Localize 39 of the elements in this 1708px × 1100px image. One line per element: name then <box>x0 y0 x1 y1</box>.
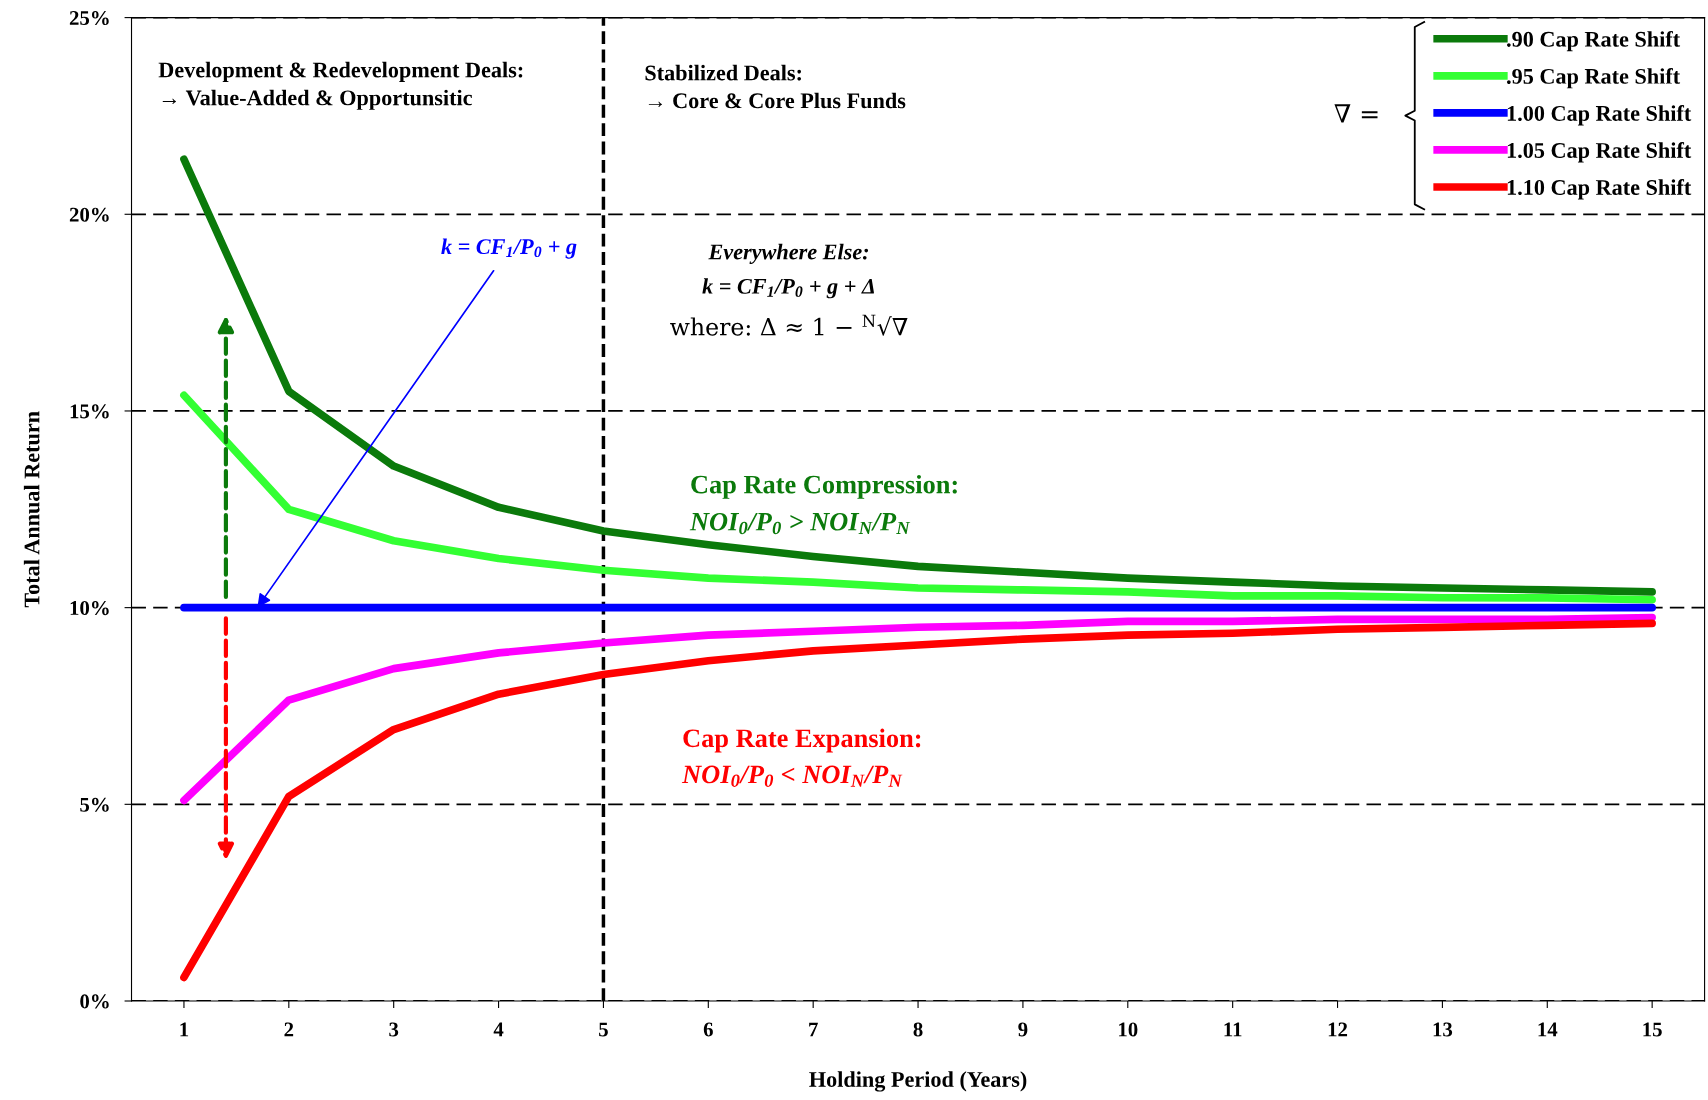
x-tick-label: 11 <box>1224 1022 1242 1037</box>
annotation: Cap Rate Expansion: <box>683 728 921 753</box>
y-tick-label: 25% <box>69 10 109 26</box>
x-tick-label: 4 <box>493 1022 504 1037</box>
x-tick-label: 5 <box>599 1022 608 1037</box>
x-tick-label: 12 <box>1328 1022 1348 1037</box>
x-tick-label: 3 <box>389 1022 399 1037</box>
legend-label: 1.00 Cap Rate Shift <box>1507 105 1692 126</box>
legend-title: ∇ = <box>1334 104 1378 123</box>
annotation: k = CF$_{1}$/P$_{0}$ + g <box>441 238 577 259</box>
legend-label: .90 Cap Rate Shift <box>1507 30 1681 52</box>
x-tick-label: 1 <box>180 1022 189 1037</box>
x-tick-label: 6 <box>703 1022 713 1037</box>
y-tick-label: 0% <box>80 994 109 1009</box>
y-axis-title: Total Annual Return <box>23 411 40 608</box>
x-tick-label: 10 <box>1119 1022 1138 1037</box>
annotation: where: Δ ≈ 1 − $^{N}$√∇ <box>670 314 908 336</box>
x-tick-label: 2 <box>284 1022 294 1037</box>
annotation: Development & Redevelopment Deals: → Value-Added & Opportunsitic <box>158 61 523 110</box>
annotation: Stabilized Deals: → Core & Core Plus Funds <box>645 64 906 109</box>
y-tick-label: 5% <box>80 797 109 812</box>
x-axis-title: Holding Period (Years) <box>809 1071 1027 1092</box>
annotation: k = CF$_{1}$/P$_{0}$ + g + Δ <box>702 278 874 299</box>
annotation: NOI$_{0}$/P$_{0}$ < NOI$_{N}$/P$_{N}$ <box>681 765 903 787</box>
x-tick-label: 9 <box>1018 1022 1028 1037</box>
x-tick-label: 7 <box>809 1022 818 1037</box>
annotation: Cap Rate Compression: <box>691 474 957 499</box>
x-tick-label: 8 <box>913 1022 923 1037</box>
x-tick-label: 13 <box>1433 1022 1453 1037</box>
annotation: NOI$_{0}$/P$_{0}$ > NOI$_{N}$/P$_{N}$ <box>689 512 911 535</box>
y-tick-label: 20% <box>69 207 109 222</box>
legend-label: 1.10 Cap Rate Shift <box>1507 179 1692 200</box>
annotation: Everywhere Else: <box>708 243 869 264</box>
y-tick-label: 10% <box>70 601 109 616</box>
legend-label: .95 Cap Rate Shift <box>1507 67 1681 89</box>
x-tick-label: 14 <box>1538 1022 1558 1037</box>
y-tick-label: 15% <box>70 404 109 419</box>
legend-label: 1.05 Cap Rate Shift <box>1507 142 1692 163</box>
x-tick-label: 15 <box>1643 1022 1662 1037</box>
